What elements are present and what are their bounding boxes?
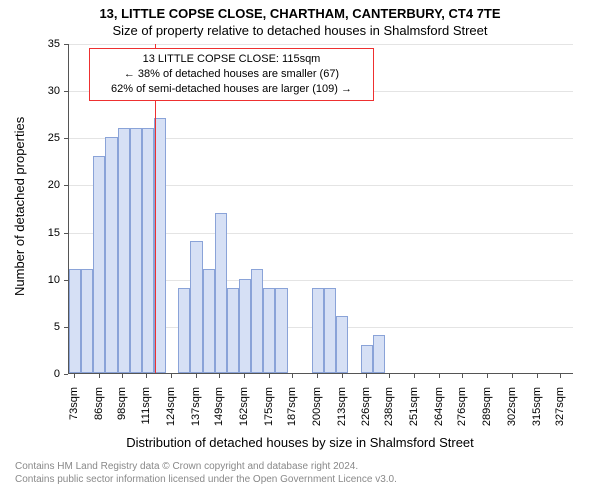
- histogram-bar: [93, 156, 105, 373]
- x-axis-label: Distribution of detached houses by size …: [0, 435, 600, 450]
- ytick-label: 25: [30, 132, 60, 144]
- annotation-line3: 62% of semi-detached houses are larger (…: [98, 82, 365, 97]
- xtick-mark: [292, 374, 293, 378]
- footer-line1: Contains HM Land Registry data © Crown c…: [15, 460, 397, 473]
- xtick-label: 264sqm: [433, 387, 445, 437]
- histogram-bar: [118, 128, 130, 373]
- annotation-line2: ← 38% of detached houses are smaller (67…: [98, 67, 365, 82]
- histogram-bar: [361, 345, 373, 373]
- histogram-bar: [312, 288, 324, 373]
- ytick-label: 10: [30, 274, 60, 286]
- plot-area: 13 LITTLE COPSE CLOSE: 115sqm ← 38% of d…: [68, 44, 573, 374]
- xtick-label: 137sqm: [190, 387, 202, 437]
- xtick-mark: [171, 374, 172, 378]
- xtick-label: 162sqm: [238, 387, 250, 437]
- ytick-mark: [64, 138, 68, 139]
- xtick-label: 213sqm: [336, 387, 348, 437]
- xtick-mark: [462, 374, 463, 378]
- ytick-label: 0: [30, 368, 60, 380]
- xtick-label: 302sqm: [506, 387, 518, 437]
- histogram-bar: [263, 288, 275, 373]
- xtick-mark: [146, 374, 147, 378]
- ytick-label: 20: [30, 179, 60, 191]
- xtick-mark: [244, 374, 245, 378]
- ytick-label: 15: [30, 227, 60, 239]
- histogram-bar: [251, 269, 263, 373]
- gridline: [69, 44, 573, 45]
- footer-line2: Contains public sector information licen…: [15, 473, 397, 486]
- xtick-mark: [389, 374, 390, 378]
- ytick-mark: [64, 374, 68, 375]
- xtick-label: 98sqm: [116, 387, 128, 437]
- annotation-line1: 13 LITTLE COPSE CLOSE: 115sqm: [98, 52, 365, 67]
- ytick-label: 30: [30, 85, 60, 97]
- xtick-mark: [122, 374, 123, 378]
- xtick-label: 251sqm: [408, 387, 420, 437]
- xtick-mark: [317, 374, 318, 378]
- xtick-label: 226sqm: [360, 387, 372, 437]
- xtick-mark: [487, 374, 488, 378]
- histogram-bar: [336, 316, 348, 373]
- histogram-bar: [178, 288, 190, 373]
- histogram-bar: [239, 279, 251, 373]
- xtick-mark: [512, 374, 513, 378]
- xtick-label: 276sqm: [456, 387, 468, 437]
- xtick-mark: [342, 374, 343, 378]
- xtick-mark: [99, 374, 100, 378]
- histogram-bar: [227, 288, 239, 373]
- ytick-label: 5: [30, 321, 60, 333]
- ytick-mark: [64, 91, 68, 92]
- xtick-label: 289sqm: [481, 387, 493, 437]
- histogram-bar: [203, 269, 215, 373]
- xtick-label: 149sqm: [213, 387, 225, 437]
- xtick-mark: [219, 374, 220, 378]
- xtick-label: 73sqm: [68, 387, 80, 437]
- histogram-bar: [105, 137, 117, 373]
- histogram-bar: [215, 213, 227, 373]
- xtick-mark: [560, 374, 561, 378]
- chart-title-line2: Size of property relative to detached ho…: [0, 23, 600, 38]
- xtick-label: 327sqm: [554, 387, 566, 437]
- xtick-label: 86sqm: [93, 387, 105, 437]
- xtick-mark: [269, 374, 270, 378]
- xtick-label: 315sqm: [531, 387, 543, 437]
- xtick-label: 175sqm: [263, 387, 275, 437]
- xtick-mark: [74, 374, 75, 378]
- ytick-mark: [64, 327, 68, 328]
- histogram-bar: [324, 288, 336, 373]
- xtick-mark: [196, 374, 197, 378]
- histogram-bar: [130, 128, 142, 373]
- xtick-mark: [537, 374, 538, 378]
- ytick-mark: [64, 280, 68, 281]
- histogram-bar: [69, 269, 81, 373]
- ytick-mark: [64, 44, 68, 45]
- histogram-bar: [142, 128, 154, 373]
- ytick-label: 35: [30, 38, 60, 50]
- histogram-bar: [275, 288, 287, 373]
- xtick-mark: [439, 374, 440, 378]
- histogram-bar: [190, 241, 202, 373]
- footer-text: Contains HM Land Registry data © Crown c…: [15, 460, 397, 486]
- chart-title-line1: 13, LITTLE COPSE CLOSE, CHARTHAM, CANTER…: [0, 6, 600, 21]
- annotation-box: 13 LITTLE COPSE CLOSE: 115sqm ← 38% of d…: [89, 48, 374, 101]
- xtick-label: 111sqm: [140, 387, 152, 437]
- y-axis-label: Number of detached properties: [12, 117, 27, 296]
- xtick-label: 187sqm: [286, 387, 298, 437]
- ytick-mark: [64, 233, 68, 234]
- ytick-mark: [64, 185, 68, 186]
- histogram-bar: [373, 335, 385, 373]
- chart-container: 13, LITTLE COPSE CLOSE, CHARTHAM, CANTER…: [0, 0, 600, 500]
- xtick-mark: [366, 374, 367, 378]
- xtick-mark: [414, 374, 415, 378]
- xtick-label: 124sqm: [165, 387, 177, 437]
- xtick-label: 200sqm: [311, 387, 323, 437]
- histogram-bar: [81, 269, 93, 373]
- xtick-label: 238sqm: [383, 387, 395, 437]
